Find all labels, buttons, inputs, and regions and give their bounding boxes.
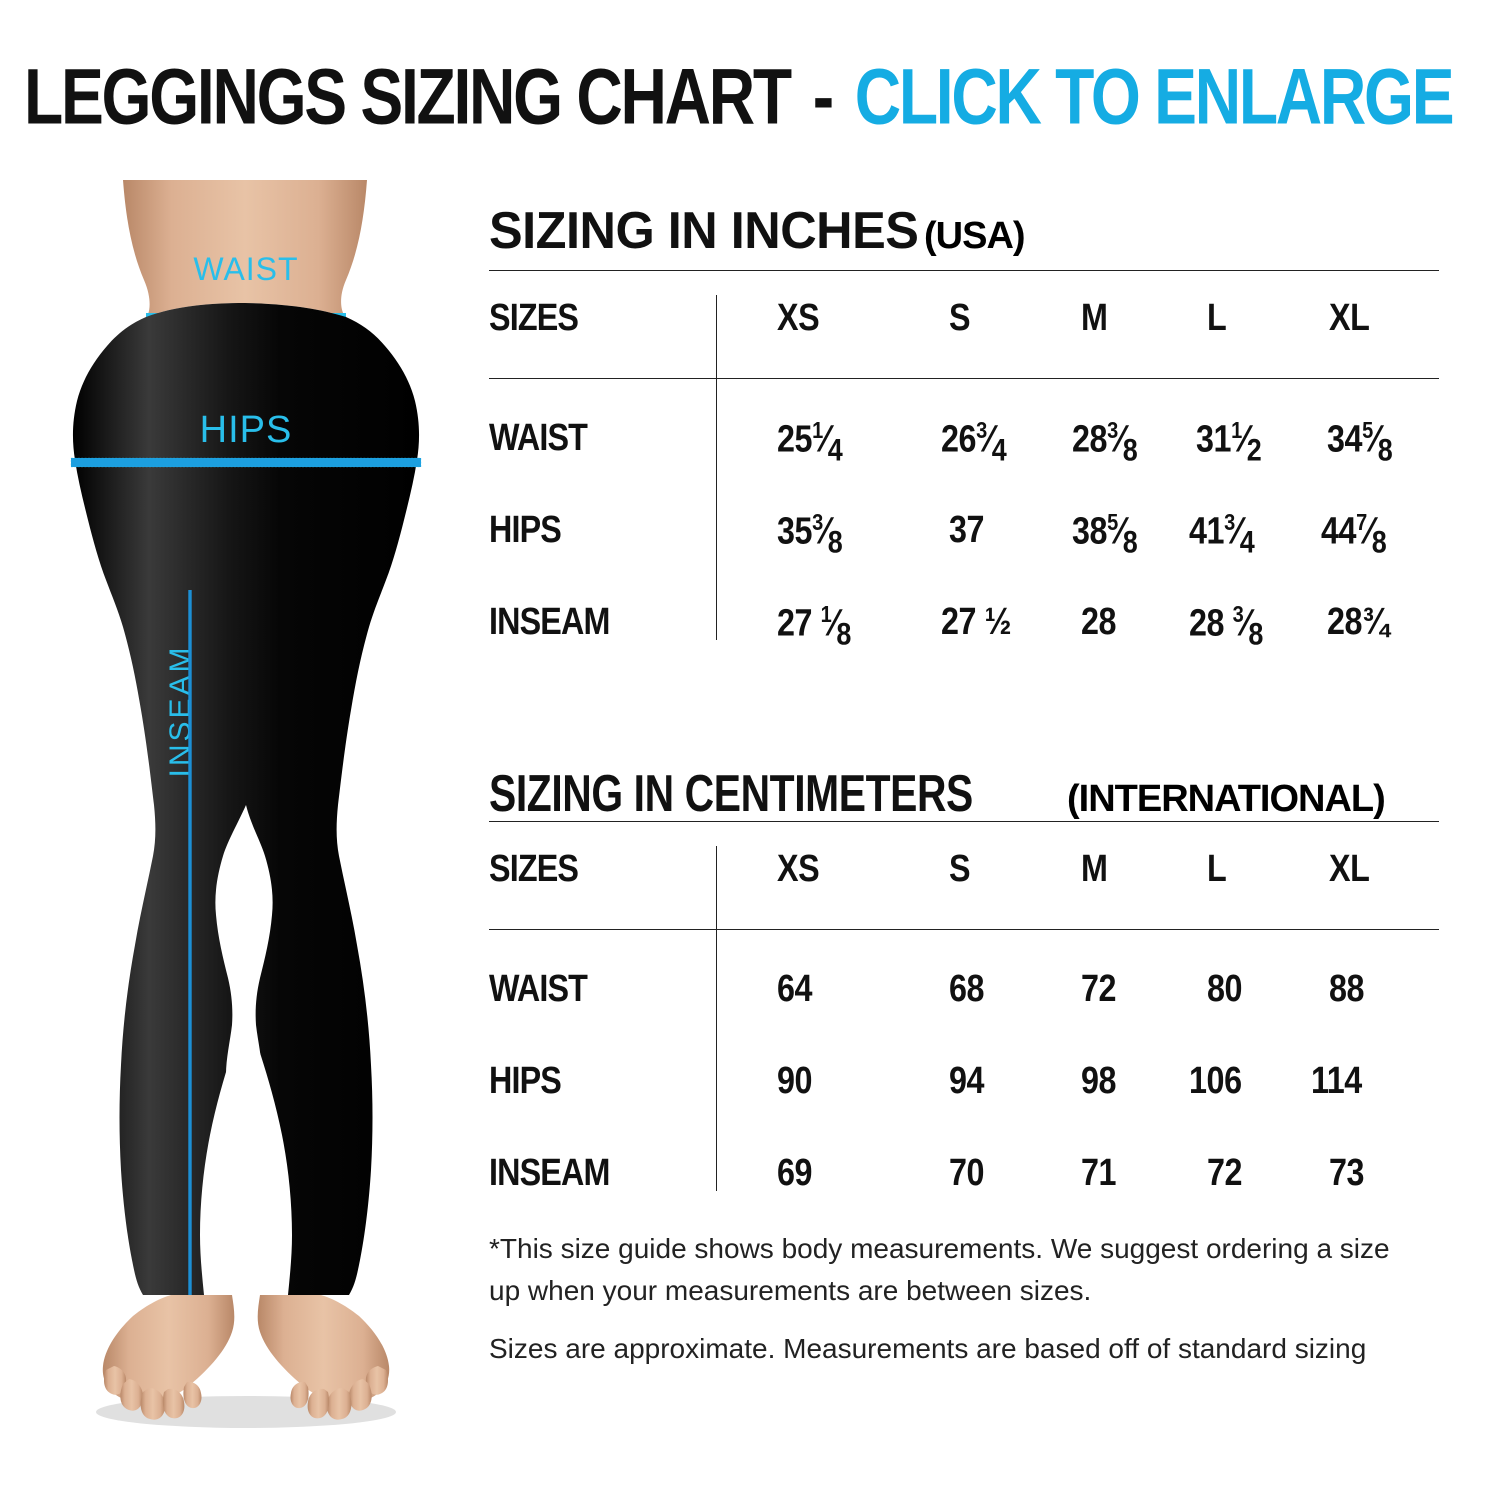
svg-text:HIPS: HIPS [200,409,293,451]
svg-text:WAIST: WAIST [193,251,298,287]
svg-text:INSEAM: INSEAM [164,644,197,777]
